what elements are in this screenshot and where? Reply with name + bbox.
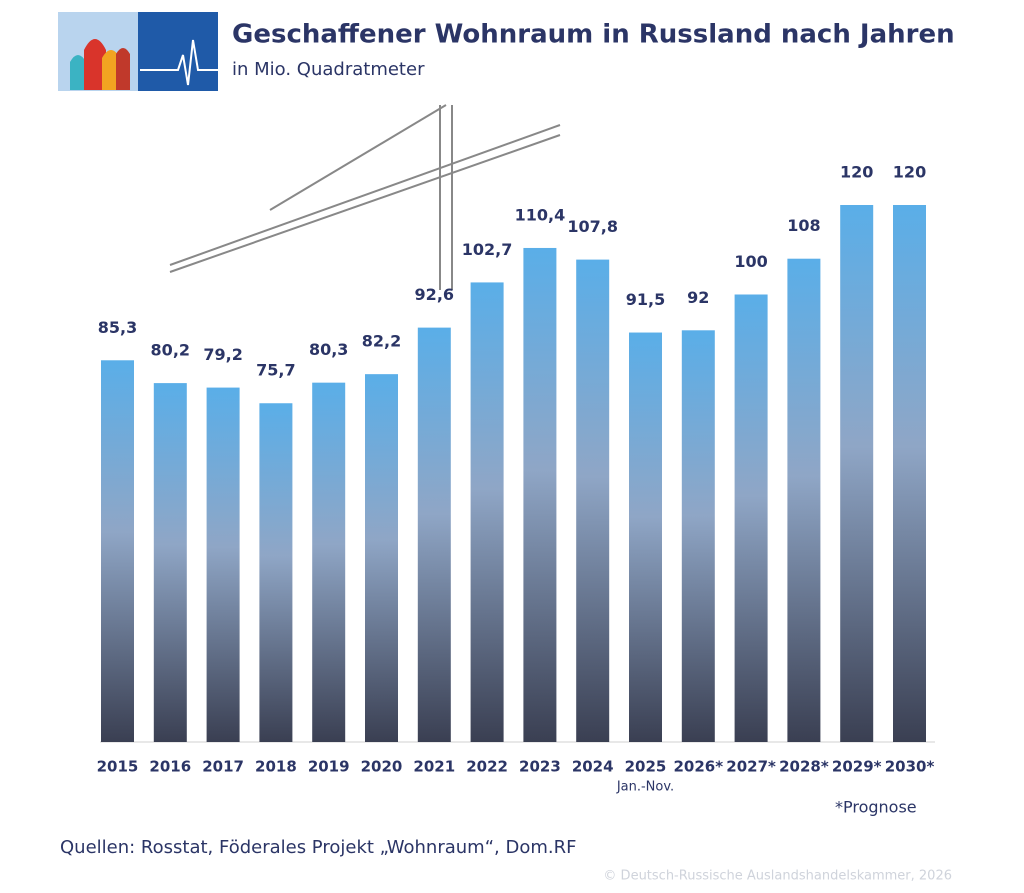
bar [153, 383, 187, 742]
chart-subtitle: in Mio. Quadratmeter [232, 59, 425, 80]
value-label: 85,3 [98, 318, 137, 337]
value-label: 92 [687, 288, 709, 307]
bar [787, 258, 821, 742]
value-label: 120 [893, 163, 926, 182]
value-label: 120 [840, 163, 873, 182]
x-tick-label: 2022 [466, 758, 508, 776]
x-tick-label: 2030* [885, 758, 935, 776]
x-tick-label: 2017 [202, 758, 244, 776]
x-tick-label: 2024 [572, 758, 614, 776]
x-tick-label: 2020 [361, 758, 403, 776]
value-label: 100 [734, 252, 767, 271]
bar [629, 332, 662, 742]
value-label: 102,7 [462, 240, 513, 259]
bar [417, 327, 451, 742]
x-tick-label: 2016 [149, 758, 191, 776]
value-label: 75,7 [256, 361, 295, 380]
value-label: 82,2 [362, 332, 401, 351]
copyright: © Deutsch-Russische Auslandshandelskamme… [603, 869, 952, 884]
x-tick-label: 2023 [519, 758, 561, 776]
value-label: 107,8 [567, 217, 618, 236]
bar [893, 205, 926, 742]
value-label: 108 [787, 216, 820, 235]
value-label: 80,3 [309, 340, 348, 359]
bar [840, 205, 874, 742]
bar [470, 282, 504, 742]
value-label: 92,6 [415, 285, 454, 304]
x-tick-label: 2027* [726, 758, 776, 776]
bar [681, 330, 715, 742]
chart-title: Geschaffener Wohnraum in Russland nach J… [232, 20, 955, 50]
bar [576, 259, 610, 742]
footnote: *Prognose [835, 798, 917, 817]
bar [365, 374, 398, 742]
crane [169, 104, 561, 290]
source: Quellen: Rosstat, Föderales Projekt „Woh… [60, 837, 576, 858]
value-label: 79,2 [203, 345, 242, 364]
x-tick-label: 2015 [97, 758, 139, 776]
bar [523, 247, 557, 742]
x-tick-label: 2021 [413, 758, 455, 776]
value-label: 80,2 [151, 341, 190, 360]
x-tick-label: 2029* [832, 758, 882, 776]
category-note: Jan.-Nov. [616, 780, 674, 795]
bar [734, 294, 768, 742]
x-tick-label: 2026* [674, 758, 724, 776]
value-label: 110,4 [515, 205, 566, 224]
x-tick-label: 2018 [255, 758, 297, 776]
bar [101, 360, 134, 742]
value-label: 91,5 [626, 290, 665, 309]
bar [259, 403, 293, 742]
x-tick-label: 2019 [308, 758, 350, 776]
x-tick-label: 2028* [779, 758, 829, 776]
bar [312, 382, 346, 742]
x-tick-label: 2025 [625, 758, 667, 776]
bar [206, 387, 240, 742]
logo [58, 12, 218, 91]
